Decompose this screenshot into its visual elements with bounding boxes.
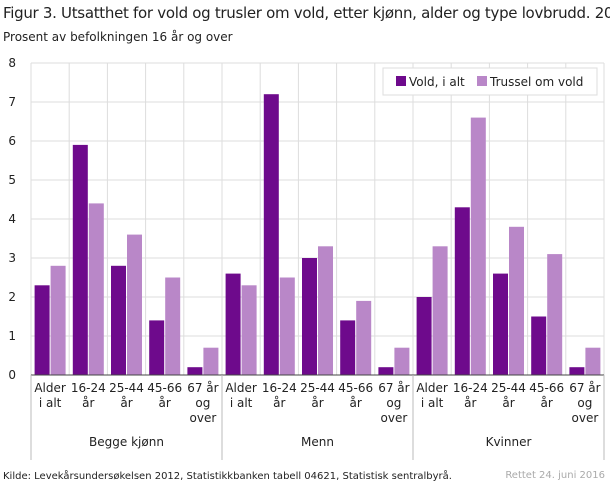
x-tick-label: 16-24 <box>71 381 106 395</box>
x-tick-label: 16-24 <box>453 381 488 395</box>
x-tick-label: Alder <box>225 381 257 395</box>
bar-vold <box>187 367 203 375</box>
x-tick-label: 45-66 <box>529 381 564 395</box>
legend-swatch-vold <box>396 76 406 86</box>
y-tick-label: 2 <box>8 290 16 304</box>
bar-vold <box>302 258 317 375</box>
bar-trussel <box>470 117 486 375</box>
bar-trussel <box>585 347 601 375</box>
bar-vold <box>34 285 50 375</box>
x-tick-label: 45-66 <box>147 381 182 395</box>
x-tick-label: og <box>577 396 592 410</box>
bar-vold <box>416 297 432 375</box>
y-tick-label: 4 <box>8 212 16 226</box>
x-tick-label: og <box>386 396 401 410</box>
legend-box <box>382 67 598 96</box>
x-tick-label: 45-66 <box>338 381 373 395</box>
y-tick-label: 1 <box>8 329 16 343</box>
legend-label-vold: Vold, i alt <box>409 75 465 89</box>
x-tick-label: i alt <box>230 396 253 410</box>
updated-note: Rettet 24. juni 2016 <box>505 470 605 481</box>
x-tick-label: Alder <box>34 381 66 395</box>
x-tick-label: 25-44 <box>300 381 335 395</box>
y-tick-label: 5 <box>8 173 16 187</box>
bar-trussel <box>509 226 524 375</box>
x-tick-label: år <box>464 396 476 410</box>
bar-vold <box>493 273 508 375</box>
bar-trussel <box>547 254 563 375</box>
x-tick-label: 25-44 <box>109 381 144 395</box>
bar-vold <box>569 367 585 375</box>
x-tick-label: i alt <box>39 396 62 410</box>
group-label: Menn <box>301 435 334 449</box>
bar-vold <box>454 207 470 375</box>
x-tick-label: år <box>541 396 553 410</box>
bar-vold <box>149 320 165 375</box>
bar-vold <box>531 316 547 375</box>
bar-trussel <box>203 347 219 375</box>
x-tick-label: 25-44 <box>491 381 526 395</box>
bar-trussel <box>127 234 142 375</box>
bar-trussel <box>394 347 410 375</box>
group-label: Begge kjønn <box>89 435 164 449</box>
bar-trussel <box>318 246 333 375</box>
y-tick-label: 0 <box>8 368 16 382</box>
bar-vold <box>225 273 241 375</box>
x-tick-label: i alt <box>421 396 444 410</box>
y-tick-label: 7 <box>8 95 16 109</box>
x-tick-label: og <box>195 396 210 410</box>
bar-vold <box>378 367 394 375</box>
x-tick-label: Alder <box>416 381 448 395</box>
x-tick-label: år <box>350 396 362 410</box>
chart-title: Figur 3. Utsatthet for vold og trusler o… <box>3 4 610 22</box>
bar-vold <box>340 320 356 375</box>
bar-trussel <box>50 265 66 375</box>
bar-trussel <box>432 246 448 375</box>
x-tick-label: 67 år <box>569 381 600 395</box>
x-tick-label: år <box>82 396 94 410</box>
bar-vold <box>72 144 88 375</box>
x-tick-label: år <box>311 396 323 410</box>
x-tick-label: år <box>273 396 285 410</box>
source-note: Kilde: Levekårsundersøkelsen 2012, Stati… <box>3 471 452 482</box>
x-tick-label: over <box>572 411 599 425</box>
bar-trussel <box>88 203 104 375</box>
bar-vold <box>111 265 126 375</box>
y-tick-label: 3 <box>8 251 16 265</box>
chart-subtitle: Prosent av befolkningen 16 år og over <box>3 30 233 44</box>
bar-trussel <box>165 277 181 375</box>
x-tick-label: over <box>190 411 217 425</box>
x-tick-label: år <box>159 396 171 410</box>
x-tick-label: 67 år <box>378 381 409 395</box>
bar-trussel <box>241 285 257 375</box>
legend-swatch-trussel <box>477 76 487 86</box>
bar-trussel <box>356 300 372 375</box>
bar-trussel <box>279 277 295 375</box>
y-tick-label: 8 <box>8 56 16 70</box>
y-tick-label: 6 <box>8 134 16 148</box>
bar-vold <box>263 94 279 375</box>
legend-label-trussel: Trussel om vold <box>489 75 583 89</box>
x-tick-label: 16-24 <box>262 381 297 395</box>
x-tick-label: 67 år <box>187 381 218 395</box>
x-tick-label: år <box>120 396 132 410</box>
group-label: Kvinner <box>486 435 532 449</box>
x-tick-label: over <box>381 411 408 425</box>
x-tick-label: år <box>502 396 514 410</box>
